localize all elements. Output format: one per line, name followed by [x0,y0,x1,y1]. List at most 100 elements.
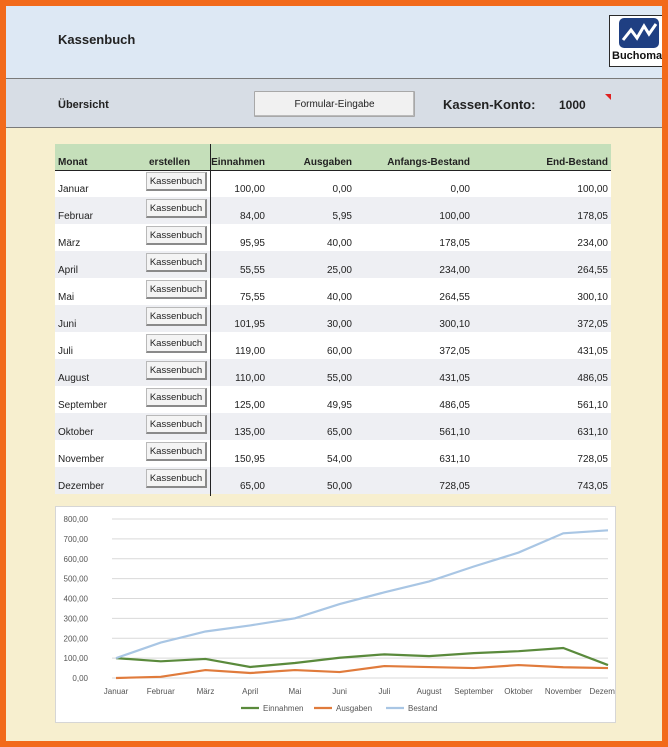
einnahmen-cell: 84,00 [239,211,265,222]
overview-table: Monat erstellen Einnahmen Ausgaben Anfan… [55,144,611,494]
anfangs-bestand-cell: 300,10 [439,319,470,330]
table-row: November 150,95 54,00 631,10 728,05 Kassenbuc… [55,440,611,467]
kassenbuch-button[interactable]: Kassenbuch [146,253,207,272]
header-einnahmen: Einnahmen [211,157,265,168]
month-cell: Juni [58,319,77,330]
table-row: März 95,95 40,00 178,05 234,00 Kassenbuch [55,224,611,251]
ausgaben-cell: 54,00 [326,454,352,465]
kassenbuch-button[interactable]: Kassenbuch [146,307,207,326]
einnahmen-cell: 95,95 [239,238,265,249]
end-bestand-cell: 234,00 [577,238,608,249]
ausgaben-cell: 49,95 [326,400,352,411]
anfangs-bestand-cell: 178,05 [439,238,470,249]
ausgaben-cell: 60,00 [326,346,352,357]
table-row: Oktober 135,00 65,00 561,10 631,10 Kassenbuch [55,413,611,440]
ausgaben-cell: 65,00 [326,427,352,438]
legend-label: Ausgaben [336,704,372,713]
x-tick-label: April [242,687,258,696]
y-tick-label: 700,00 [64,535,89,544]
einnahmen-cell: 150,95 [234,454,265,465]
x-tick-label: Dezember [590,687,615,696]
end-bestand-cell: 631,10 [577,427,608,438]
y-tick-label: 600,00 [64,555,89,564]
x-tick-label: Oktober [504,687,533,696]
y-tick-label: 400,00 [64,595,89,604]
form-input-button[interactable]: Formular-Eingabe [254,91,415,117]
x-tick-label: Februar [147,687,175,696]
y-tick-label: 800,00 [64,515,89,524]
header-end-bestand: End-Bestand [546,157,608,168]
kassenbuch-button[interactable]: Kassenbuch [146,415,207,434]
konto-value-cell[interactable]: 1000 [559,98,586,112]
kassenbuch-button[interactable]: Kassenbuch [146,199,207,218]
einnahmen-cell: 125,00 [234,400,265,411]
end-bestand-cell: 264,55 [577,265,608,276]
kassenbuch-button[interactable]: Kassenbuch [146,361,207,380]
end-bestand-cell: 743,05 [577,481,608,492]
month-cell: Februar [58,211,94,222]
ausgaben-cell: 5,95 [332,211,352,222]
y-tick-label: 0,00 [72,674,88,683]
ausgaben-cell: 0,00 [332,184,352,195]
table-row: September 125,00 49,95 486,05 561,10 Kassenbu… [55,386,611,413]
page-title: Kassenbuch [58,32,136,47]
header-monat: Monat [58,157,88,168]
month-cell: April [58,265,79,276]
table-row: Juni 101,95 30,00 300,10 372,05 Kassenbuch [55,305,611,332]
einnahmen-cell: 75,55 [239,292,265,303]
header-anfangs-bestand: Anfangs-Bestand [387,157,470,168]
anfangs-bestand-cell: 100,00 [439,211,470,222]
header-divider [55,170,611,171]
legend-label: Einnahmen [263,704,303,713]
x-tick-label: August [417,687,443,696]
column-divider [210,144,211,496]
month-cell: März [58,238,81,249]
table-row: Mai 75,55 40,00 264,55 300,10 Kassenbuch [55,278,611,305]
header-ausgaben: Ausgaben [303,157,352,168]
anfangs-bestand-cell: 264,55 [439,292,470,303]
header-bar: Kassenbuch Buchomat [6,6,662,79]
ausgaben-cell: 40,00 [326,292,352,303]
month-cell: Juli [58,346,74,357]
einnahmen-cell: 135,00 [234,427,265,438]
end-bestand-cell: 372,05 [577,319,608,330]
anfangs-bestand-cell: 561,10 [439,427,470,438]
kassenbuch-button[interactable]: Kassenbuch [146,226,207,245]
kassenbuch-button[interactable]: Kassenbuch [146,388,207,407]
month-cell: November [58,454,105,465]
x-tick-label: November [545,687,582,696]
anfangs-bestand-cell: 372,05 [439,346,470,357]
series-line-einnahmen [115,646,609,669]
y-tick-label: 100,00 [64,654,89,663]
kassenbuch-button[interactable]: Kassenbuch [146,334,207,353]
anfangs-bestand-cell: 234,00 [439,265,470,276]
table-row: Juli 119,00 60,00 372,05 431,05 Kassenbuch [55,332,611,359]
table-header: Monat erstellen Einnahmen Ausgaben Anfan… [55,144,611,170]
table-row: August 110,00 55,00 431,05 486,05 Kassenbuch [55,359,611,386]
anfangs-bestand-cell: 0,00 [450,184,470,195]
end-bestand-cell: 178,05 [577,211,608,222]
buchomat-logo: Buchomat [609,15,662,67]
month-cell: Mai [58,292,75,303]
table-row: Februar 84,00 5,95 100,00 178,05 Kassenbuch [55,197,611,224]
table-body: Januar 100,00 0,00 0,00 100,00 Kassenbuch Febr… [55,170,611,494]
x-tick-label: Januar [104,687,129,696]
kassenbuch-button[interactable]: Kassenbuch [146,172,207,191]
anfangs-bestand-cell: 486,05 [439,400,470,411]
end-bestand-cell: 100,00 [577,184,608,195]
bestand-chart[interactable]: 0,00 100,00 200,00 300,00 400,00 500,00 600,00… [55,506,627,723]
anfangs-bestand-cell: 431,05 [439,373,470,384]
ausgaben-cell: 30,00 [326,319,352,330]
anfangs-bestand-cell: 728,05 [439,481,470,492]
end-bestand-cell: 561,10 [577,400,608,411]
series-line-bestand [115,529,609,660]
einnahmen-cell: 65,00 [239,481,265,492]
kassenbuch-button[interactable]: Kassenbuch [146,442,207,461]
end-bestand-cell: 728,05 [577,454,608,465]
kassenbuch-button[interactable]: Kassenbuch [146,280,207,299]
kassenbuch-button[interactable]: Kassenbuch [146,469,207,488]
table-row: Januar 100,00 0,00 0,00 100,00 Kassenbuch [55,170,611,197]
ausgaben-cell: 40,00 [326,238,352,249]
table-row: April 55,55 25,00 234,00 264,55 Kassenbuch [55,251,611,278]
einnahmen-cell: 100,00 [234,184,265,195]
